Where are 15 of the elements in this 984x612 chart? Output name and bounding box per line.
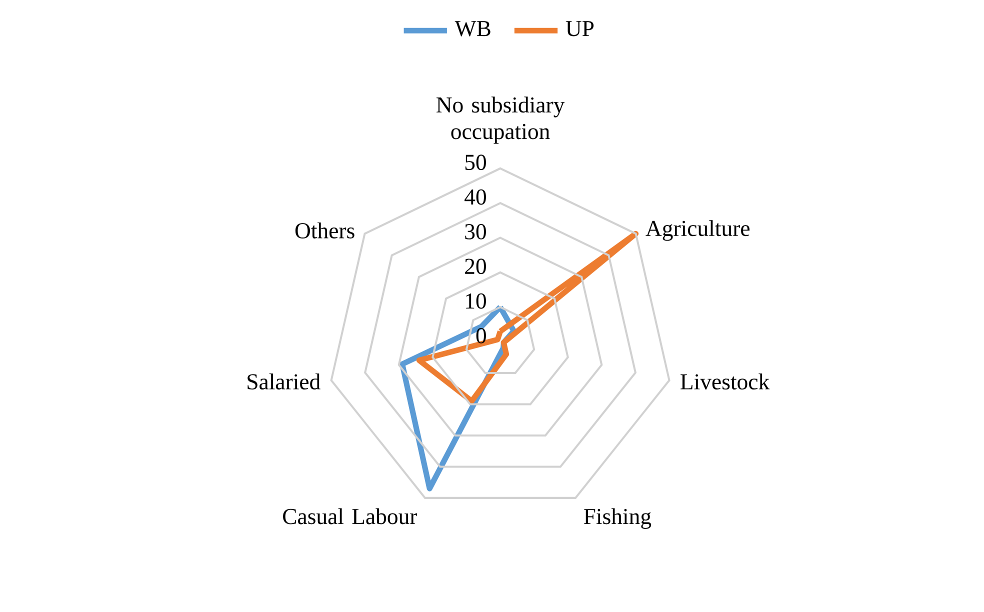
spoke-label: Livestock	[680, 373, 770, 390]
spoke-label: Salaried	[248, 373, 320, 390]
spoke-label: Agriculture	[646, 220, 750, 241]
y-tick-label: 50	[465, 154, 486, 170]
spoke-label: No subsidiary occupation	[436, 96, 565, 144]
legend-label: WB	[454, 20, 490, 36]
y-tick-label: 10	[466, 293, 486, 309]
y-tick-label: 20	[465, 258, 486, 274]
y-tick-label: 30	[465, 224, 486, 240]
spoke-label: Fishing	[584, 508, 652, 529]
spoke-label: Casual Labour	[283, 508, 418, 524]
legend-label: UP	[566, 20, 594, 36]
spoke-label: Others	[295, 222, 354, 238]
y-tick-label: 0	[476, 328, 486, 344]
y-tick-label: 40	[464, 189, 486, 205]
